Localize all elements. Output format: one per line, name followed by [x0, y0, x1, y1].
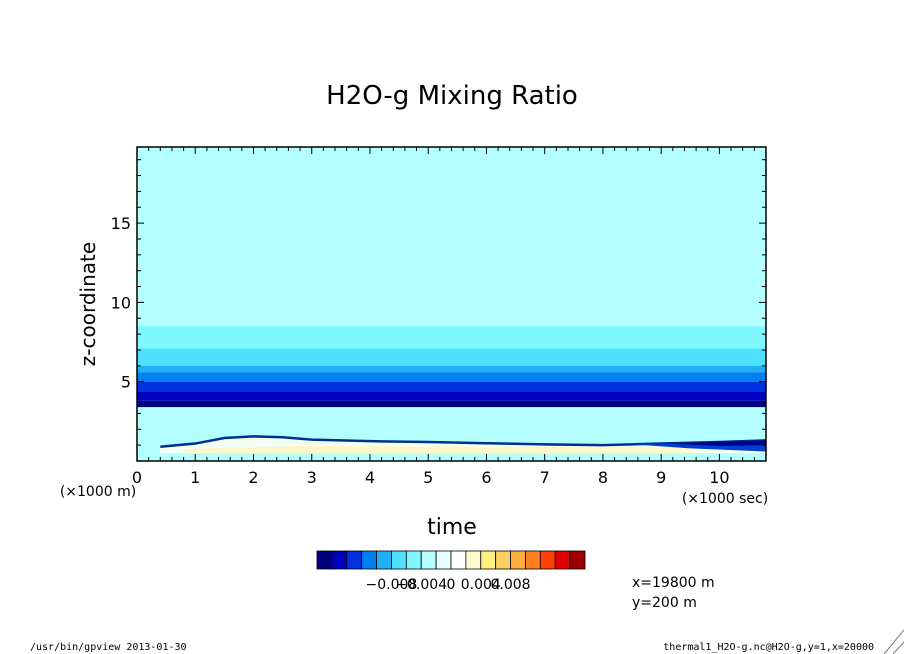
- y-axis-ticks: 5 10 15: [111, 159, 766, 462]
- contour-band: [137, 326, 766, 349]
- x-axis-label: time: [427, 515, 477, 540]
- x-tick-label: 9: [656, 468, 666, 487]
- colorbar-cell: [420, 550, 437, 570]
- y-axis-label: z-coordinate: [76, 242, 100, 366]
- plot-area: 0 1 2 3 4 5 6 7 8 9 10 5 10 15: [111, 146, 767, 487]
- x-axis-unit: (×1000 sec): [682, 491, 768, 507]
- x-tick-label: 6: [481, 468, 491, 487]
- colorbar-cell: [554, 550, 571, 570]
- footer-left: /usr/bin/gpview 2013-01-30: [30, 642, 187, 653]
- colorbar-cell: [450, 550, 467, 570]
- x-tick-label: 3: [307, 468, 317, 487]
- x-tick-label: 1: [190, 468, 200, 487]
- corner-mark: [892, 641, 904, 654]
- colorbar-cell: [495, 550, 511, 570]
- colorbar-cell: [539, 550, 556, 570]
- x-axis-ticks: 0 1 2 3 4 5 6 7 8 9 10: [132, 147, 767, 487]
- colorbar-cell: [346, 550, 363, 570]
- y-tick-label: 15: [111, 214, 131, 233]
- x-tick-label: 7: [540, 468, 550, 487]
- contour-band: [137, 372, 766, 382]
- dry-anomaly-core: [661, 440, 766, 446]
- colorbar-cell: [405, 550, 422, 570]
- contour-bands: [137, 147, 766, 408]
- x-tick-label: 4: [365, 468, 375, 487]
- moist-anomaly: [183, 445, 691, 454]
- colorbar-cell: [376, 550, 392, 570]
- colorbar-cell: [465, 550, 482, 570]
- colorbar-cell: [316, 550, 333, 570]
- colorbar-cell: [510, 550, 526, 570]
- colorbar-cell: [391, 550, 407, 570]
- contour-band: [137, 400, 766, 408]
- colorbar-cell: [361, 550, 377, 570]
- contour-band: [137, 391, 766, 401]
- colorbar-tick-label: 0.008: [491, 577, 531, 593]
- chart-title: H2O-g Mixing Ratio: [326, 81, 578, 111]
- x-tick-label: 10: [709, 468, 729, 487]
- x-tick-label: 8: [598, 468, 608, 487]
- colorbar-tick-label: −0.008: [366, 577, 418, 593]
- colorbar-cell: [331, 550, 348, 570]
- x-tick-label: 2: [248, 468, 258, 487]
- contour-band: [137, 147, 766, 327]
- contour-band: [137, 348, 766, 366]
- colorbar-tick-label: −0.004: [395, 577, 447, 593]
- contour-band: [137, 365, 766, 373]
- y-position-note: y=200 m: [632, 595, 697, 611]
- perturbation-edge: [160, 435, 767, 448]
- y-axis-unit: (×1000 m): [60, 484, 136, 500]
- perturbation-region: [160, 435, 767, 454]
- corner-mark: [883, 629, 904, 654]
- contour-band: [137, 381, 766, 392]
- x-tick-label: 0: [132, 468, 142, 487]
- footer-right: thermal1_H2O-g.nc@H2O-g,y=1,x=20000: [663, 642, 874, 653]
- colorbar-tick-label: 0.004: [461, 577, 501, 593]
- colorbar-cell: [480, 550, 497, 570]
- colorbar-cell: [525, 550, 541, 570]
- x-position-note: x=19800 m: [632, 575, 715, 591]
- y-tick-label: 5: [121, 373, 131, 392]
- colorbar-cell: [569, 550, 586, 570]
- y-tick-label: 10: [111, 293, 131, 312]
- colorbar-tick-label: 0: [447, 577, 456, 593]
- colorbar-cell: [435, 550, 452, 570]
- x-tick-label: 5: [423, 468, 433, 487]
